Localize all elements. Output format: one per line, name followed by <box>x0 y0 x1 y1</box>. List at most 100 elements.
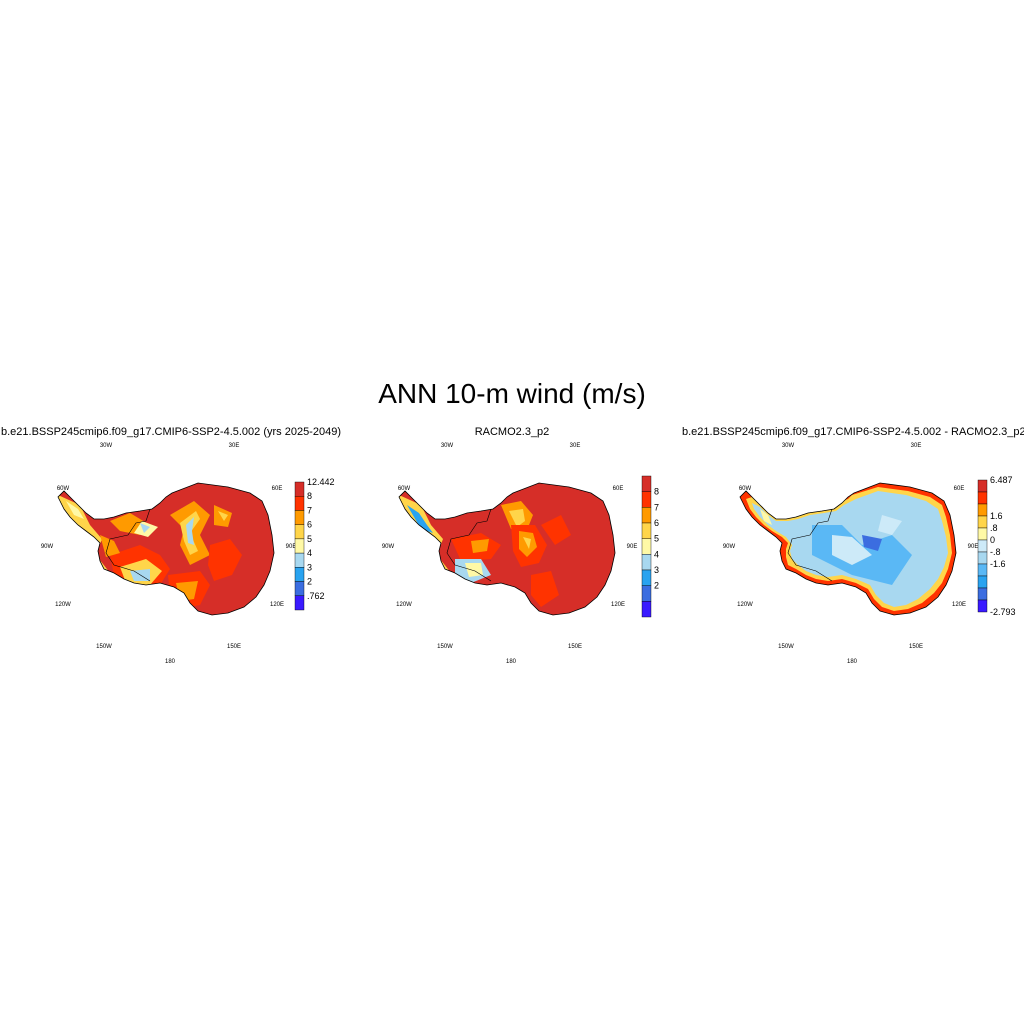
colorbar-swatch <box>294 595 305 611</box>
lon-label-90w: 90W <box>382 544 395 550</box>
lon-label-90e: 90E <box>968 544 979 550</box>
colorbar-swatch <box>641 601 652 618</box>
figure-title: ANN 10-m wind (m/s) <box>378 378 646 409</box>
colorbar-label: 1.6 <box>990 511 1003 521</box>
coastline <box>739 482 957 616</box>
colorbar-label: 5 <box>307 534 312 544</box>
lon-label-120w: 120W <box>737 602 753 608</box>
colorbar-swatch <box>641 569 652 586</box>
colorbar-swatch <box>977 527 988 541</box>
panel-1-map: 30W 30E 60W 60E 90W 90E 120W 120E 150W 1… <box>41 443 297 665</box>
colorbar-label: 6 <box>307 520 312 530</box>
ice-shelf-outline <box>787 508 833 582</box>
colorbar-label: 6.487 <box>990 475 1013 485</box>
colorbar-swatch <box>977 563 988 577</box>
colorbar-swatch <box>641 554 652 571</box>
lon-label-90w: 90W <box>41 544 54 550</box>
lon-label-150w: 150W <box>437 644 453 650</box>
lon-label-120e: 120E <box>611 602 625 608</box>
colorbar-label: 4 <box>654 549 659 559</box>
lon-label-90e: 90E <box>627 544 638 550</box>
colorbar-label: 0 <box>990 535 995 545</box>
colorbar-swatch <box>977 599 988 613</box>
lon-label-30e: 30E <box>911 443 922 449</box>
lon-label-150w: 150W <box>778 644 794 650</box>
panel-1-colorbar: 12.442 8 7 6 5 4 3 2 .762 <box>294 477 335 611</box>
lon-label-60w: 60W <box>57 486 70 492</box>
panel-2-title: RACMO2.3_p2 <box>474 426 550 438</box>
lon-label-30w: 30W <box>100 443 113 449</box>
panel-2-colorbar: 8 7 6 5 4 3 2 <box>641 475 659 618</box>
colorbar-label: 3 <box>307 562 312 572</box>
lon-labels: 30W 30E 60W 60E 90W 90E 120W 120E 150W 1… <box>723 443 979 665</box>
lon-label-150e: 150E <box>227 644 241 650</box>
lon-label-150e: 150E <box>909 644 923 650</box>
panel-3-title: b.e21.BSSP245cmip6.f09_g17.CMIP6-SSP2-4.… <box>682 426 1024 438</box>
panel-1-title: b.e21.BSSP245cmip6.f09_g17.CMIP6-SSP2-4.… <box>1 426 341 438</box>
colorbar-swatch <box>977 491 988 505</box>
lon-label-180: 180 <box>165 659 176 665</box>
colorbar-label: 12.442 <box>307 477 335 487</box>
lon-label-120w: 120W <box>396 602 412 608</box>
ice-shelf-outline <box>446 508 492 582</box>
lon-label-60e: 60E <box>613 486 624 492</box>
colorbar-swatch <box>977 575 988 589</box>
colorbar-label: 2 <box>307 577 312 587</box>
colorbar-swatch <box>641 507 652 524</box>
colorbar-label: -.8 <box>990 547 1001 557</box>
ice-shelf-outline <box>105 508 151 582</box>
colorbar-swatch <box>294 524 305 540</box>
colorbar-label: 2 <box>654 581 659 591</box>
colorbar-label: 3 <box>654 565 659 575</box>
lon-label-120w: 120W <box>55 602 71 608</box>
coastline <box>398 482 616 616</box>
lon-label-90w: 90W <box>723 544 736 550</box>
colorbar-label: 4 <box>307 548 312 558</box>
colorbar-label: -1.6 <box>990 559 1006 569</box>
lon-label-180: 180 <box>847 659 858 665</box>
colorbar-label: 7 <box>307 505 312 515</box>
lon-label-150w: 150W <box>96 644 112 650</box>
coastline <box>57 482 275 616</box>
colorbar-swatch <box>641 585 652 602</box>
colorbar-swatch <box>294 481 305 497</box>
colorbar-swatch <box>294 567 305 582</box>
lon-label-60w: 60W <box>398 486 411 492</box>
colorbar-label: -2.793 <box>990 607 1016 617</box>
lon-label-150e: 150E <box>568 644 582 650</box>
colorbar-swatch <box>294 581 305 596</box>
panel-3-colorbar: 6.487 1.6 .8 0 -.8 -1.6 -2.793 <box>977 475 1016 617</box>
lon-labels: 30W 30E 60W 60E 90W 90E 120W 120E 150W 1… <box>382 443 638 665</box>
colorbar-swatch <box>977 551 988 565</box>
colorbar-swatch <box>641 538 652 555</box>
colorbar-swatch <box>641 475 652 492</box>
colorbar-swatch <box>294 538 305 554</box>
lon-label-30w: 30W <box>782 443 795 449</box>
colorbar-swatch <box>294 552 305 568</box>
colorbar-label: .762 <box>307 591 325 601</box>
lon-label-120e: 120E <box>952 602 966 608</box>
panel-3-map: 30W 30E 60W 60E 90W 90E 120W 120E 150W 1… <box>723 443 979 665</box>
lon-label-30w: 30W <box>441 443 454 449</box>
colorbar-swatch <box>641 491 652 508</box>
colorbar-label: 8 <box>654 487 659 497</box>
lon-label-60e: 60E <box>272 486 283 492</box>
colorbar-label: 5 <box>654 534 659 544</box>
colorbar-swatch <box>641 522 652 539</box>
colorbar-swatch <box>977 539 988 553</box>
colorbar-swatch <box>977 479 988 493</box>
colorbar-swatch <box>294 496 305 511</box>
colorbar-label: .8 <box>990 523 998 533</box>
colorbar-swatch <box>977 503 988 517</box>
panel-2-map: 30W 30E 60W 60E 90W 90E 120W 120E 150W 1… <box>382 443 638 665</box>
lon-label-180: 180 <box>506 659 517 665</box>
lon-label-120e: 120E <box>270 602 284 608</box>
lon-label-60w: 60W <box>739 486 752 492</box>
colorbar-label: 6 <box>654 518 659 528</box>
lon-label-60e: 60E <box>954 486 965 492</box>
colorbar-swatch <box>977 515 988 529</box>
colorbar-label: 7 <box>654 502 659 512</box>
lon-label-90e: 90E <box>286 544 297 550</box>
lon-label-30e: 30E <box>570 443 581 449</box>
